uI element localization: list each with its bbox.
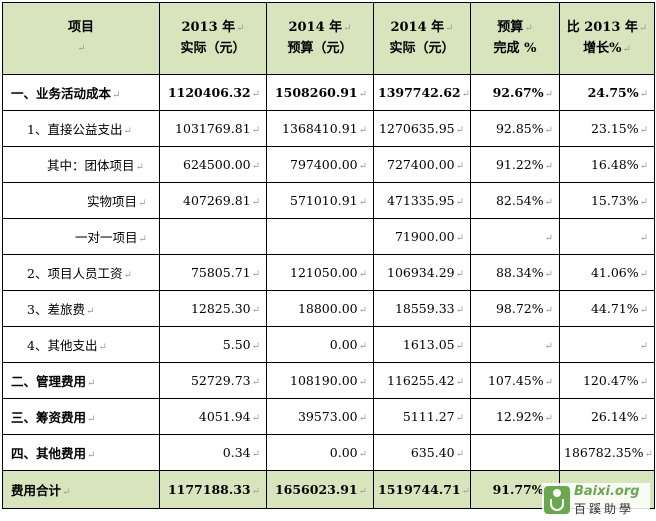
watermark: Baixi.org 百蹊助學 (542, 483, 650, 517)
cell-2014-actual: 116255.42↵ (373, 362, 471, 399)
expense-table: 项目 ↵ 2013 年↵ 实际（元） 2014 年↵ 预算（元） 2014 年↵ 实际（… (2, 2, 655, 509)
row-label: 4、其他支出↵ (2, 326, 160, 363)
cell-growth: ↵ (559, 326, 655, 363)
row-label: 费用合计↵ (2, 470, 160, 509)
row-label: 其中：团体项目↵ (2, 146, 160, 183)
row-label: 三、筹资费用↵ (2, 398, 160, 435)
header-item: 项目 ↵ (2, 2, 160, 75)
table-row: 一对一项目↵ 71900.00↵ ↵ ↵ (2, 218, 655, 255)
cell-budget-completion: 107.45%↵ (470, 362, 560, 399)
cell-budget-completion: ↵ (470, 326, 560, 363)
cell-2013-actual: 12825.30↵ (159, 290, 267, 327)
cell-2014-budget: 0.00↵ (266, 434, 374, 471)
cell-2014-actual: 5111.27↵ (373, 398, 471, 435)
table-row: 4、其他支出↵ 5.50↵ 0.00↵ 1613.05↵ ↵ ↵ (2, 326, 655, 363)
cell-2014-budget: 797400.00↵ (266, 146, 374, 183)
cell-2014-budget: 108190.00↵ (266, 362, 374, 399)
cell-2014-budget: 571010.91↵ (266, 182, 374, 219)
header-2014-actual: 2014 年↵ 实际（元） (373, 2, 471, 75)
table-row: 其中：团体项目↵ 624500.00↵ 797400.00↵ 727400.00… (2, 146, 655, 183)
cell-growth: 16.48%↵ (559, 146, 655, 183)
cell-2014-budget (266, 218, 374, 255)
cell-growth: 23.15%↵ (559, 110, 655, 147)
cell-2014-budget: 121050.00↵ (266, 254, 374, 291)
table-row: 1、直接公益支出↵ 1031769.81↵ 1368410.91↵ 127063… (2, 110, 655, 147)
cell-budget-completion: 92.67%↵ (470, 74, 560, 111)
cell-2013-actual: 1120406.32↵ (159, 74, 267, 111)
cell-budget-completion: 82.54%↵ (470, 182, 560, 219)
watermark-chinese: 百蹊助學 (574, 502, 635, 516)
table-row: 二、管理费用↵ 52729.73↵ 108190.00↵ 116255.42↵ … (2, 362, 655, 399)
header-growth: 比 2013 年↵ 增长%↵ (559, 2, 655, 75)
cell-2014-actual: 727400.00↵ (373, 146, 471, 183)
row-label: 一、业务活动成本↵ (2, 74, 160, 111)
cell-2014-actual: 1270635.95↵ (373, 110, 471, 147)
cell-growth: 120.47%↵ (559, 362, 655, 399)
total-row: 费用合计↵ 1177188.33↵ 1656023.91↵ 1519744.71… (2, 470, 655, 509)
row-label: 1、直接公益支出↵ (2, 110, 160, 147)
header-row: 项目 ↵ 2013 年↵ 实际（元） 2014 年↵ 预算（元） 2014 年↵ 实际（… (2, 2, 655, 75)
cell-2013-actual: 52729.73↵ (159, 362, 267, 399)
watermark-latin: Baixi.org (574, 484, 640, 499)
cell-2013-actual: 0.34↵ (159, 434, 267, 471)
cell-growth: 26.14%↵ (559, 398, 655, 435)
cell-2014-budget: 1368410.91↵ (266, 110, 374, 147)
cell-2014-actual: 1397742.62↵ (373, 74, 471, 111)
table-row: 2、项目人员工资↵ 75805.71↵ 121050.00↵ 106934.29… (2, 254, 655, 291)
cell-2014-actual: 106934.29↵ (373, 254, 471, 291)
cell-budget-completion: 98.72%↵ (470, 290, 560, 327)
person-logo-icon (544, 486, 570, 514)
cell-2013-actual: 1031769.81↵ (159, 110, 267, 147)
row-label: 2、项目人员工资↵ (2, 254, 160, 291)
cell-2014-actual: 71900.00↵ (373, 218, 471, 255)
header-budget-completion: 预算↵ 完成 % (470, 2, 560, 75)
table-row: 一、业务活动成本↵ 1120406.32↵ 1508260.91↵ 139774… (2, 74, 655, 111)
cell-2013-actual: 75805.71↵ (159, 254, 267, 291)
cell-2014-actual: 471335.95↵ (373, 182, 471, 219)
row-label: 3、差旅费↵ (2, 290, 160, 327)
cell-2013-actual (159, 218, 267, 255)
cell-budget-completion: 91.22%↵ (470, 146, 560, 183)
cell-growth: 186782.35%↵ (559, 434, 655, 471)
cell-2014-budget: 1656023.91↵ (266, 470, 374, 509)
cell-2013-actual: 4051.94↵ (159, 398, 267, 435)
cell-budget-completion (470, 434, 560, 471)
cell-2014-actual: 1519744.71↵ (373, 470, 471, 509)
header-2013-actual: 2013 年↵ 实际（元） (159, 2, 267, 75)
cell-2013-actual: 624500.00↵ (159, 146, 267, 183)
cell-growth: 41.06%↵ (559, 254, 655, 291)
row-label: 实物项目↵ (2, 182, 160, 219)
cell-budget-completion: 12.92%↵ (470, 398, 560, 435)
cell-budget-completion: 92.85%↵ (470, 110, 560, 147)
cell-2014-actual: 1613.05↵ (373, 326, 471, 363)
cell-2014-budget: 39573.00↵ (266, 398, 374, 435)
cell-2014-budget: 0.00↵ (266, 326, 374, 363)
table-row: 三、筹资费用↵ 4051.94↵ 39573.00↵ 5111.27↵ 12.9… (2, 398, 655, 435)
row-label: 二、管理费用↵ (2, 362, 160, 399)
cell-budget-completion: 88.34%↵ (470, 254, 560, 291)
cell-2013-actual: 1177188.33↵ (159, 470, 267, 509)
header-2014-budget: 2014 年↵ 预算（元） (266, 2, 374, 75)
cell-2013-actual: 5.50↵ (159, 326, 267, 363)
row-label: 四、其他费用↵ (2, 434, 160, 471)
cell-2013-actual: 407269.81↵ (159, 182, 267, 219)
cell-2014-budget: 18800.00↵ (266, 290, 374, 327)
cell-2014-actual: 635.40↵ (373, 434, 471, 471)
table-row: 3、差旅费↵ 12825.30↵ 18800.00↵ 18559.33↵ 98.… (2, 290, 655, 327)
row-label: 一对一项目↵ (2, 218, 160, 255)
cell-2014-budget: 1508260.91↵ (266, 74, 374, 111)
table-row: 四、其他费用↵ 0.34↵ 0.00↵ 635.40↵ 186782.35%↵ (2, 434, 655, 471)
cell-budget-completion: ↵ (470, 218, 560, 255)
cell-growth: 44.71%↵ (559, 290, 655, 327)
cell-growth: 15.73%↵ (559, 182, 655, 219)
cell-growth: 24.75%↵ (559, 74, 655, 111)
cell-2014-actual: 18559.33↵ (373, 290, 471, 327)
cell-growth: ↵ (559, 218, 655, 255)
table-row: 实物项目↵ 407269.81↵ 571010.91↵ 471335.95↵ 8… (2, 182, 655, 219)
